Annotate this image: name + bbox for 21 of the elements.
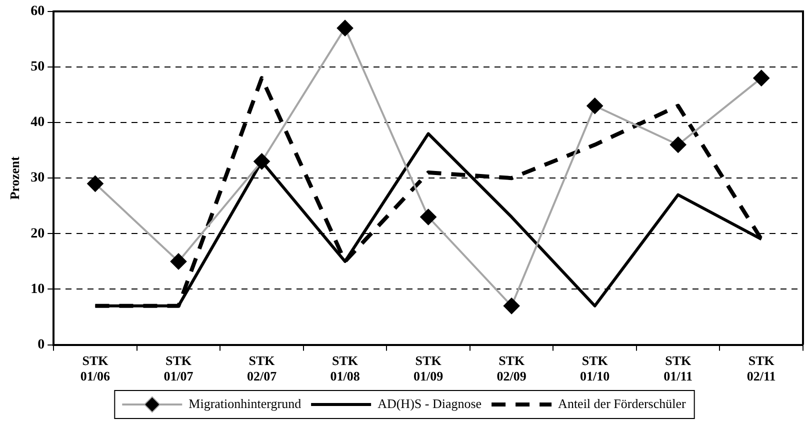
x-tick-label: STK 02/09 (496, 352, 527, 384)
x-tick-label: STK 01/06 (80, 352, 111, 384)
legend-label: AD(H)S - Diagnose (378, 396, 482, 411)
y-tick-label: 0 (38, 337, 45, 352)
x-tick-label: STK 01/08 (330, 352, 360, 384)
y-tick-label: 10 (30, 282, 45, 297)
x-tick-label: STK 01/09 (413, 352, 444, 384)
x-tick-label: STK 01/11 (664, 352, 693, 384)
y-tick-label: 50 (30, 60, 45, 75)
x-tick-label: STK 01/07 (164, 352, 194, 384)
y-tick-label: 60 (30, 4, 45, 20)
legend-label: Anteil der Förderschüler (558, 396, 687, 411)
point (254, 153, 270, 170)
y-tick-label: 40 (30, 115, 45, 130)
x-tick-label: STK 02/11 (746, 352, 776, 384)
x-tick-label: STK 01/10 (580, 352, 610, 384)
y-tick-label: 30 (30, 170, 45, 186)
legend-label: Migrationhintergrund (188, 396, 302, 411)
y-tick-label: 20 (30, 226, 45, 242)
x-tick-label: STK 02/07 (246, 352, 278, 384)
y-axis-title: Prozent (7, 156, 22, 200)
